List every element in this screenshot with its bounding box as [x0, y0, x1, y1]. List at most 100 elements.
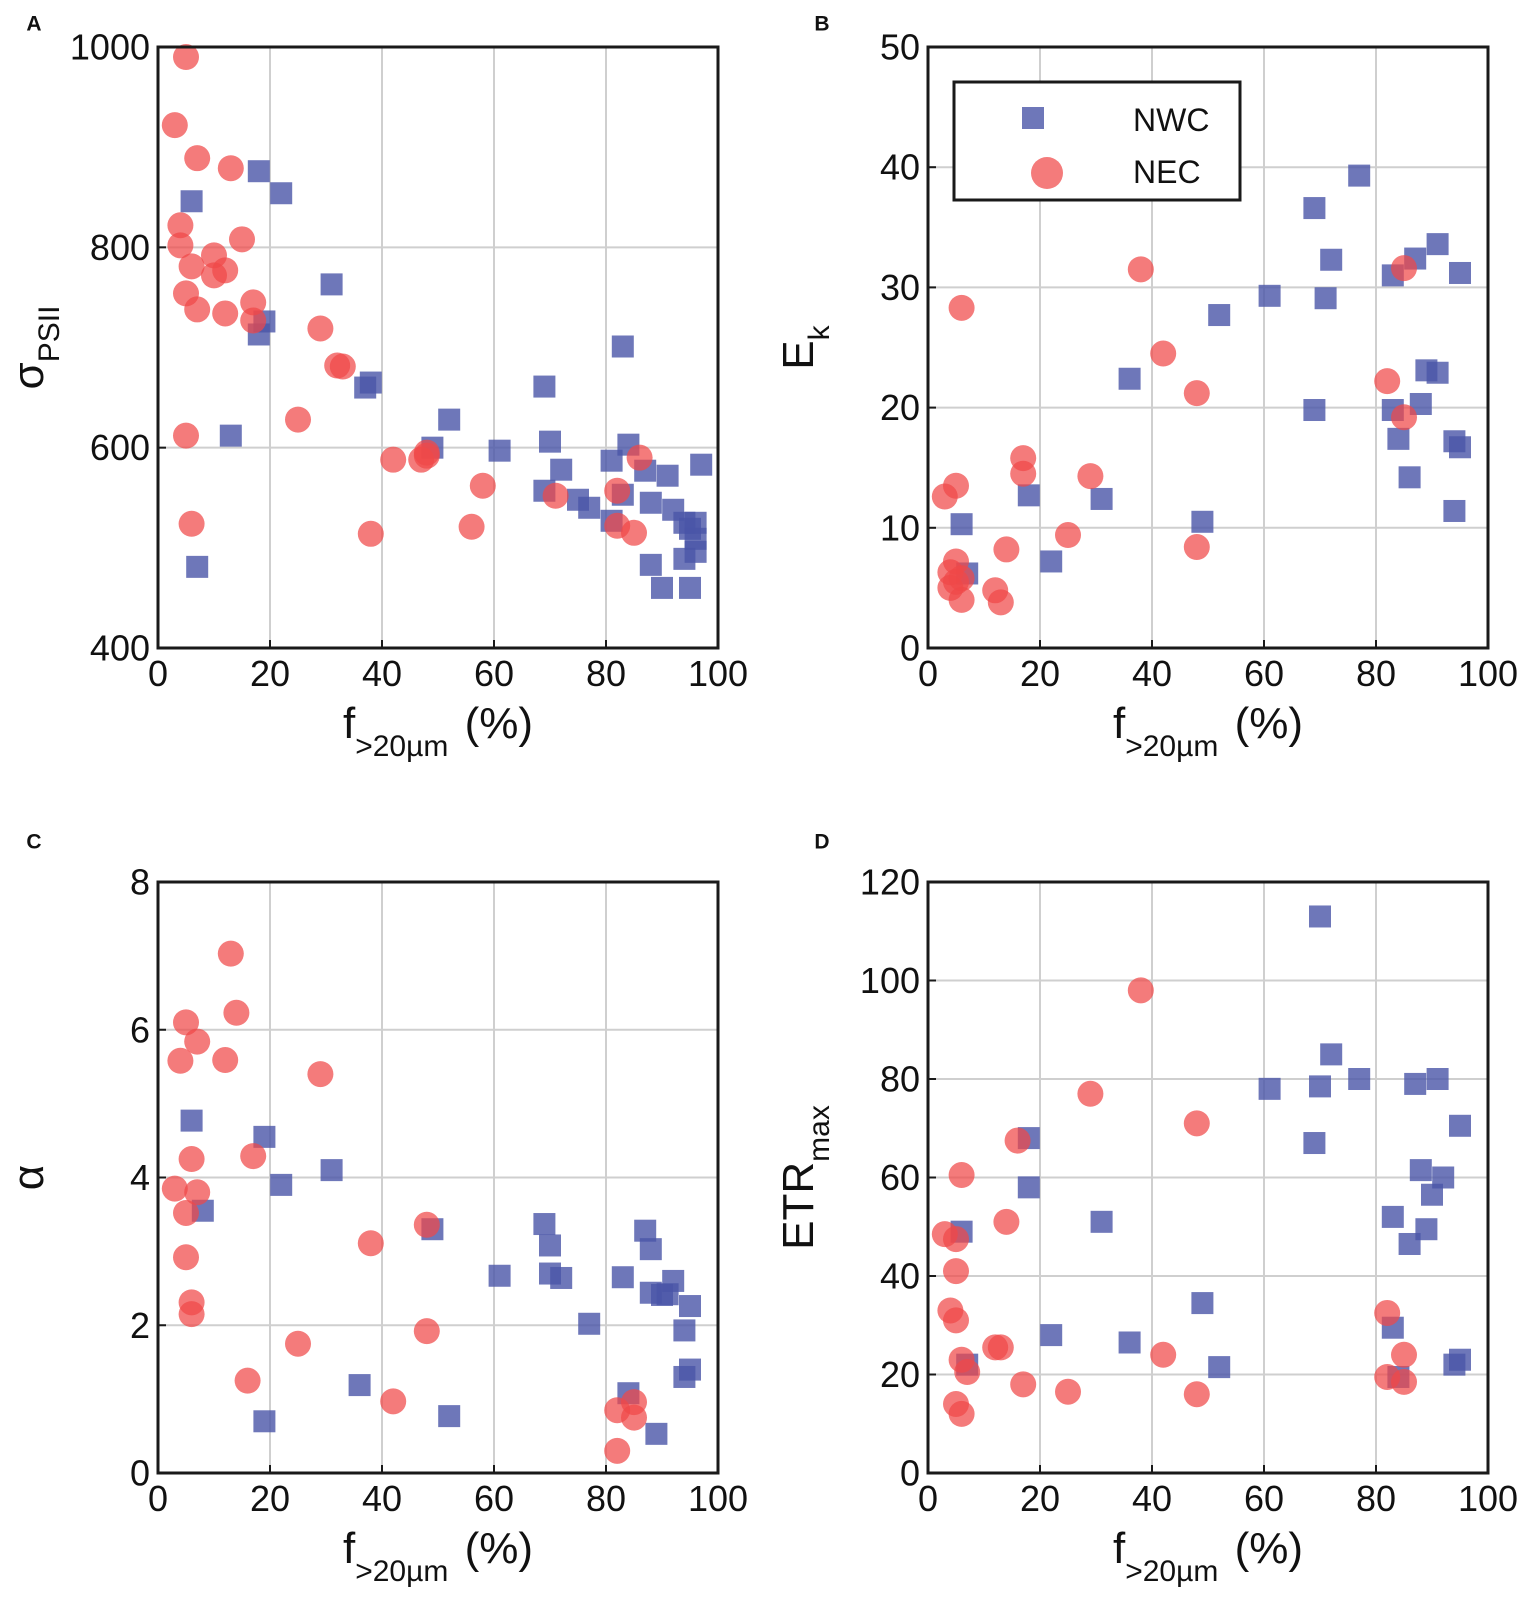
- point-nwc: [270, 1173, 293, 1196]
- point-nec: [954, 1359, 981, 1386]
- x-tick-label: 100: [1458, 653, 1518, 694]
- y-tick-label: 40: [880, 147, 920, 188]
- x-tick-label: 80: [1356, 653, 1396, 694]
- point-nwc: [348, 1374, 371, 1397]
- point-nec: [217, 940, 244, 967]
- point-nwc: [1348, 164, 1371, 187]
- point-nwc: [1404, 1072, 1427, 1095]
- point-nwc: [1426, 1068, 1449, 1090]
- point-nwc: [1449, 436, 1471, 459]
- x-axis-label: f>20µm (%): [343, 699, 533, 763]
- point-nwc: [1387, 427, 1410, 450]
- point-nwc: [639, 491, 662, 514]
- data-points: [161, 940, 701, 1464]
- point-nwc: [1040, 550, 1063, 573]
- point-nwc: [1118, 367, 1141, 390]
- point-nec: [1391, 1341, 1417, 1368]
- point-nec: [948, 586, 975, 613]
- point-nwc: [533, 375, 556, 398]
- point-nec: [413, 1318, 440, 1345]
- point-nwc: [1258, 1077, 1281, 1100]
- grid: [158, 882, 718, 1473]
- point-nec: [1183, 380, 1210, 407]
- point-nwc: [1090, 1210, 1113, 1233]
- point-nwc: [1118, 1331, 1141, 1354]
- grid: [158, 47, 718, 648]
- panel-letter: C: [26, 831, 41, 854]
- point-nec: [178, 1146, 205, 1173]
- legend-marker-nec: [1031, 157, 1063, 189]
- point-nwc: [219, 424, 242, 447]
- x-tick-label: 80: [1356, 1478, 1396, 1519]
- point-nwc: [1303, 399, 1326, 422]
- x-tick-label: 20: [250, 1478, 290, 1519]
- point-nwc: [253, 1410, 276, 1433]
- point-nwc: [645, 1422, 668, 1445]
- point-nwc: [684, 540, 707, 563]
- point-nwc: [359, 371, 382, 394]
- point-nec: [161, 112, 188, 139]
- x-tick-label: 100: [688, 1478, 748, 1519]
- point-nec: [1183, 1381, 1210, 1408]
- point-nec: [1150, 340, 1177, 367]
- x-tick-label: 0: [918, 1478, 938, 1519]
- x-tick-label: 0: [918, 653, 938, 694]
- point-nwc: [950, 513, 973, 536]
- y-tick-label: 6: [130, 1009, 150, 1050]
- point-nec: [1077, 463, 1104, 490]
- point-nwc: [488, 439, 511, 462]
- point-nec: [167, 232, 194, 259]
- point-nec: [1374, 1299, 1401, 1326]
- point-nec: [178, 510, 205, 537]
- point-nwc: [270, 182, 293, 205]
- point-nwc: [1415, 1218, 1438, 1241]
- point-nec: [173, 44, 199, 71]
- x-axis-label: f>20µm (%): [343, 1524, 533, 1588]
- point-nwc: [1320, 248, 1343, 271]
- point-nwc: [550, 1266, 573, 1289]
- y-tick-label: 2: [130, 1305, 150, 1346]
- y-tick-label: 8: [130, 862, 150, 903]
- point-nec: [1391, 255, 1417, 282]
- x-tick-label: 60: [474, 1478, 514, 1519]
- point-nec: [458, 513, 485, 540]
- point-nec: [1010, 1371, 1037, 1398]
- point-nwc: [539, 430, 561, 453]
- panel-d: D 0 20 40 60 80 100 0 20 40 60 80 100 120 f>20µm (%) ET…: [774, 831, 1518, 1588]
- data-points: [931, 164, 1471, 616]
- point-nec: [943, 1307, 969, 1334]
- point-nec: [1010, 445, 1037, 472]
- point-nwc: [1398, 1232, 1421, 1255]
- point-nec: [1183, 534, 1210, 561]
- point-nwc: [253, 1125, 276, 1148]
- point-nwc: [662, 1269, 685, 1292]
- point-nec: [173, 1244, 199, 1271]
- point-nec: [184, 296, 211, 323]
- point-nec: [943, 1226, 969, 1253]
- y-tick-label: 20: [880, 387, 920, 428]
- point-nec: [178, 1301, 205, 1328]
- x-tick-label: 0: [148, 653, 168, 694]
- point-nec: [167, 1047, 194, 1074]
- point-nwc: [1320, 1043, 1343, 1066]
- point-nec: [184, 145, 211, 172]
- point-nwc: [1398, 466, 1421, 489]
- y-tick-label: 600: [90, 427, 150, 468]
- point-nec: [240, 1143, 267, 1170]
- point-nec: [217, 155, 244, 182]
- point-nec: [413, 1211, 440, 1238]
- point-nwc: [656, 464, 679, 487]
- point-nec: [1374, 368, 1401, 395]
- y-axis-label: ETRmax: [774, 1105, 836, 1250]
- point-nwc: [1381, 1205, 1404, 1228]
- point-nwc: [1421, 1183, 1443, 1206]
- x-tick-label: 80: [586, 1478, 626, 1519]
- panel-a: A 0 20 40 60 80 100 400 600 800 1000 f>20µm (%) σPSI…: [4, 13, 748, 763]
- point-nwc: [1409, 1159, 1432, 1182]
- x-tick-label: 60: [1244, 653, 1284, 694]
- point-nwc: [1191, 1292, 1214, 1315]
- x-tick-label: 80: [586, 653, 626, 694]
- panel-b: B 0 20 40 60 80 100 0 10 20 30 40 50 f>20µm (%) Ek: [774, 13, 1518, 763]
- point-nec: [604, 477, 631, 504]
- point-nwc: [180, 190, 203, 213]
